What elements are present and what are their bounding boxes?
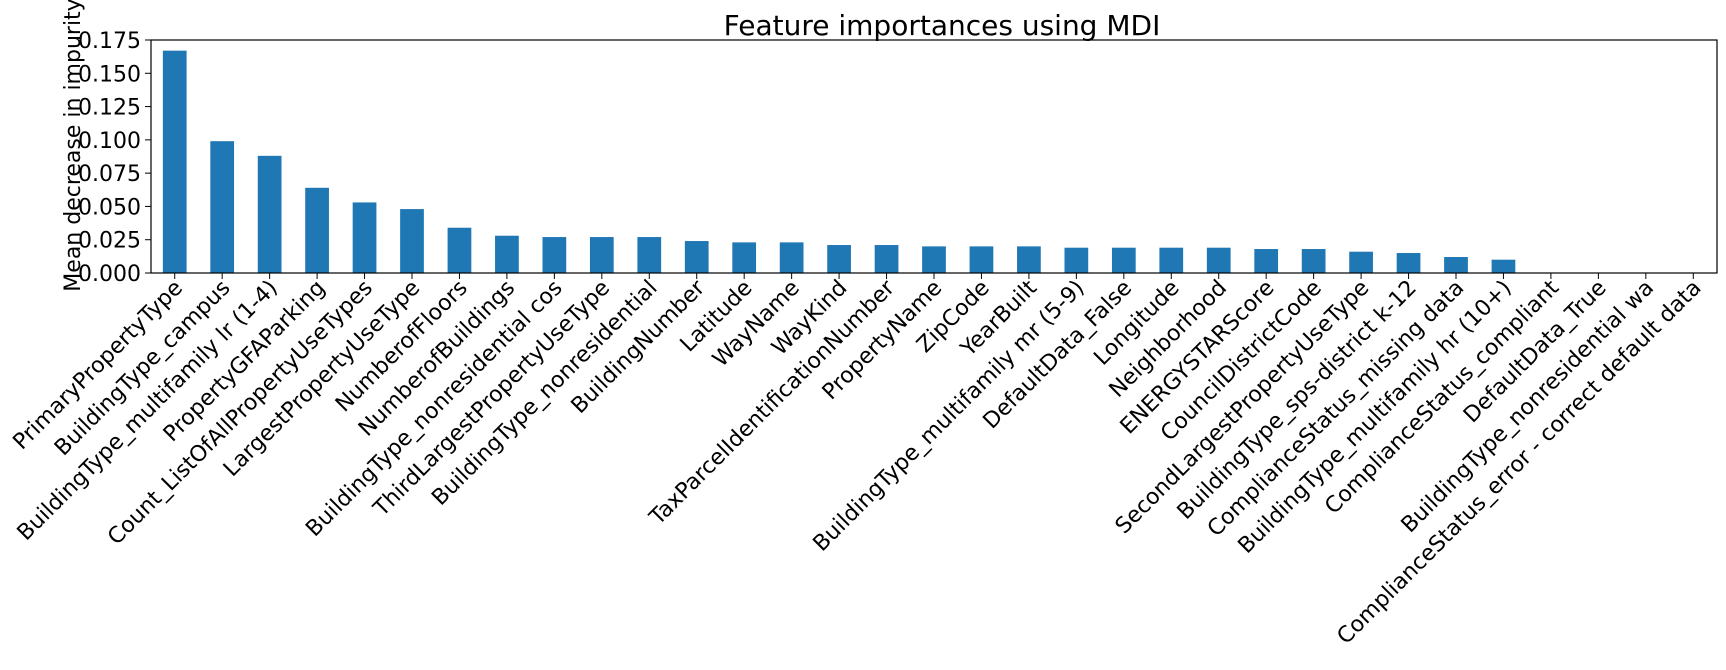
bar [352, 202, 377, 273]
y-tick-label: 0.150 [78, 62, 141, 87]
bar [1254, 249, 1279, 273]
y-tick-label: 0.125 [78, 96, 141, 121]
bar [922, 246, 946, 273]
bar [684, 241, 709, 273]
bar [874, 245, 899, 273]
bar [589, 237, 614, 273]
bar [1159, 247, 1184, 273]
chart-title: Feature importances using MDI [724, 9, 1161, 42]
bar [1396, 253, 1421, 273]
y-axis-label: Mean decrease in impurity [61, 0, 86, 292]
y-tick-label: 0.025 [78, 229, 141, 254]
bar [1444, 257, 1468, 273]
bar [495, 235, 519, 273]
y-tick-label: 0.175 [78, 29, 141, 54]
axes-frame [150, 39, 1718, 274]
y-tick-label: 0.100 [78, 129, 141, 154]
bar [779, 242, 804, 273]
bar [162, 50, 187, 273]
plot-area: 0.000 0.025 0.050 0.075 0.100 0.125 0.150 0.175… [9, 29, 1707, 649]
bar [210, 141, 235, 273]
bar [1064, 247, 1089, 273]
bar [447, 227, 472, 273]
bar [1111, 247, 1136, 273]
bar [1206, 247, 1231, 273]
bar [637, 237, 662, 273]
bar [732, 242, 757, 273]
bar [400, 209, 424, 273]
y-tick-label: 0.050 [78, 195, 141, 220]
bar [1491, 259, 1516, 273]
y-tick-label: 0.000 [78, 262, 141, 287]
bar [1017, 246, 1041, 273]
y-tick-label: 0.075 [78, 162, 141, 187]
bar [1301, 249, 1326, 273]
bar [969, 246, 994, 273]
bar [542, 237, 567, 273]
bar [827, 245, 851, 273]
bar [257, 155, 282, 273]
bar [1349, 251, 1373, 273]
bar [305, 187, 329, 273]
